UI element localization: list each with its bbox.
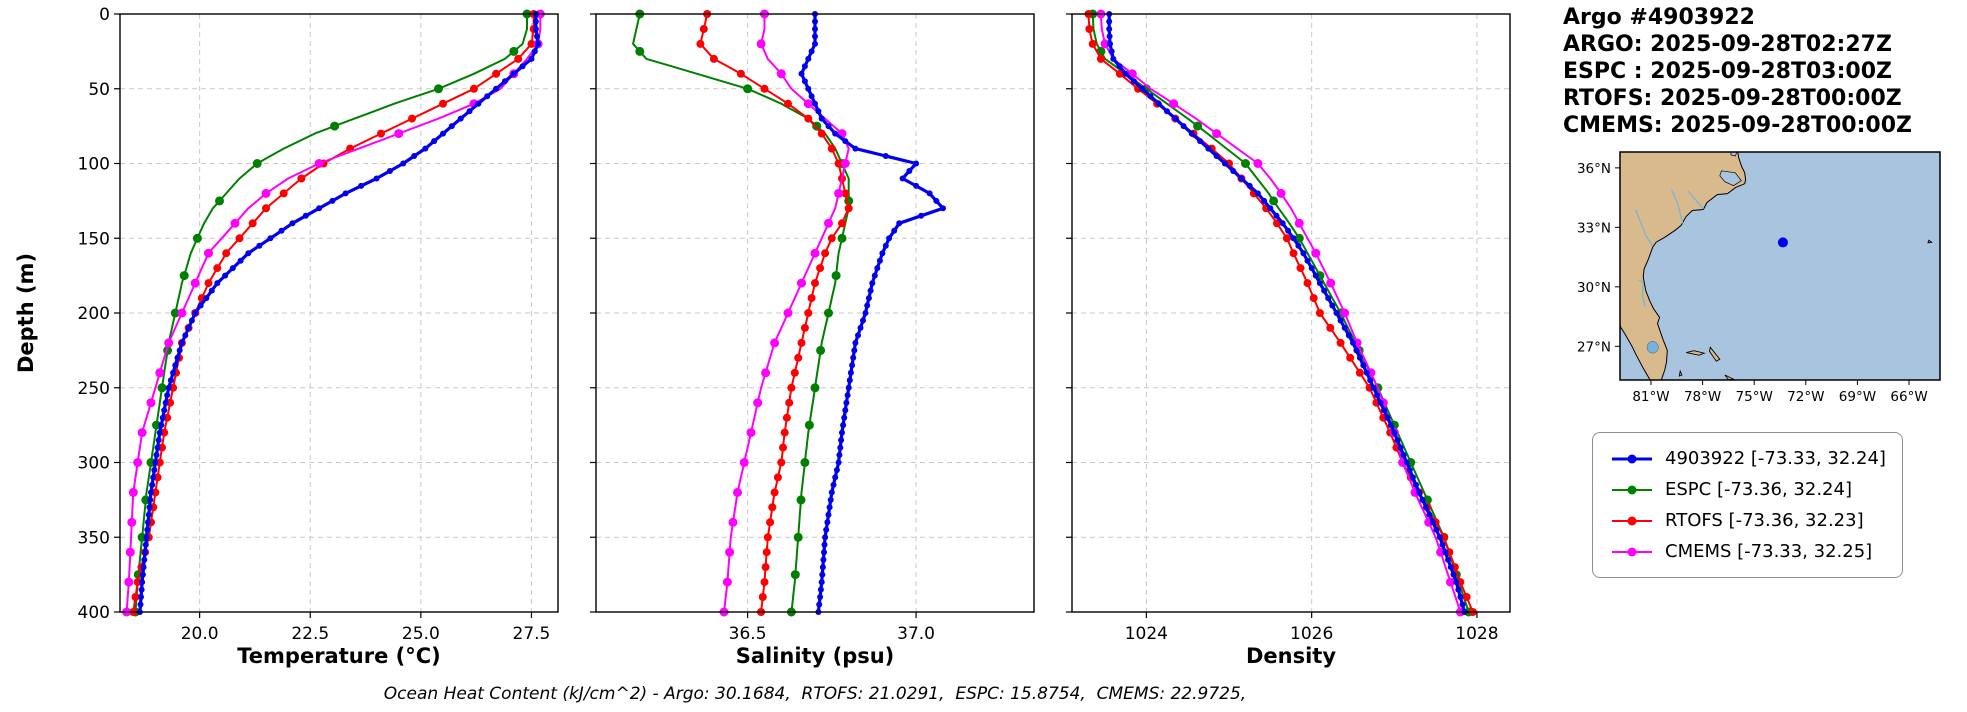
svg-text:100: 100: [78, 155, 110, 175]
svg-text:36°N: 36°N: [1577, 161, 1611, 177]
island: [1709, 346, 1721, 362]
svg-text:72°W: 72°W: [1787, 389, 1824, 405]
island: [1686, 350, 1706, 356]
svg-text:37.0: 37.0: [897, 624, 935, 644]
svg-text:75°W: 75°W: [1736, 389, 1773, 405]
svg-text:1024: 1024: [1125, 624, 1168, 644]
island: [1927, 239, 1933, 244]
river: [1634, 209, 1654, 247]
legend-marker-cmems: [1612, 547, 1652, 556]
legend-label: RTOFS [-73.36, 32.23]: [1665, 510, 1864, 531]
location-map: 81°W 78°W 75°W 72°W 69°W 66°W 36°N 33°N 30°N 27°N: [1577, 151, 1941, 405]
svg-text:250: 250: [78, 379, 110, 399]
float-position-marker: [1777, 237, 1788, 248]
legend-item-cmems: CMEMS [-73.33, 32.25]: [1609, 536, 1886, 567]
ohc-caption: Ocean Heat Content (kJ/cm^2) - Argo: 30.…: [383, 684, 1247, 704]
coastline-land: [1619, 151, 1747, 381]
density-axis-label: Density: [1245, 644, 1337, 668]
river: [1687, 190, 1704, 210]
svg-text:1026: 1026: [1290, 624, 1333, 644]
svg-text:69°W: 69°W: [1839, 389, 1876, 405]
river: [1638, 279, 1646, 307]
panel-sal: 36.5 37.0: [590, 9, 1035, 644]
svg-text:200: 200: [78, 304, 110, 324]
svg-text:20.0: 20.0: [181, 624, 219, 644]
legend-label: 4903922 [-73.33, 32.24]: [1665, 448, 1886, 469]
river: [1671, 189, 1684, 224]
legend-marker-4903922: [1612, 454, 1652, 463]
legend-label: CMEMS [-73.33, 32.25]: [1665, 541, 1873, 562]
legend-marker-rtofs: [1612, 516, 1652, 525]
figure-title: Argo #4903922: [1563, 5, 1755, 30]
temperature-axis-label: Temperature (°C): [237, 644, 441, 668]
svg-text:36.5: 36.5: [729, 624, 767, 644]
svg-text:22.5: 22.5: [291, 624, 329, 644]
legend-item-rtofs: RTOFS [-73.36, 32.23]: [1609, 505, 1886, 536]
legend: 4903922 [-73.33, 32.24] ESPC [-73.36, 32…: [1592, 432, 1903, 578]
legend-item-espc: ESPC [-73.36, 32.24]: [1609, 474, 1886, 505]
svg-text:50: 50: [88, 80, 110, 100]
svg-text:27°N: 27°N: [1577, 339, 1611, 355]
svg-text:300: 300: [78, 454, 110, 474]
depth-axis-label: Depth (m): [14, 252, 38, 374]
salinity-axis-label: Salinity (psu): [735, 644, 895, 668]
svg-text:81°W: 81°W: [1632, 389, 1669, 405]
svg-text:27.5: 27.5: [513, 624, 551, 644]
espc-time-line: ESPC : 2025-09-28T03:00Z: [1563, 59, 1892, 84]
profile-panels-canvas: 20.0 22.5 25.0 27.5 0 50 100 150 200 250 300 350 400…: [78, 5, 1511, 644]
legend-label: ESPC [-73.36, 32.24]: [1665, 479, 1852, 500]
figure-title-block: Argo #4903922 ARGO: 2025-09-28T02:27Z ES…: [1563, 4, 1912, 139]
svg-text:0: 0: [99, 5, 110, 25]
panel-temp: 20.0 22.5 25.0 27.5 0 50 100 150 200 250 300 350 400: [78, 5, 559, 644]
island: [1678, 369, 1683, 377]
svg-text:78°W: 78°W: [1684, 389, 1721, 405]
svg-text:400: 400: [78, 603, 110, 623]
svg-text:1028: 1028: [1455, 624, 1498, 644]
legend-marker-espc: [1612, 485, 1652, 494]
svg-text:33°N: 33°N: [1577, 220, 1611, 236]
panel-dens: 1024 1026 1028: [1066, 9, 1511, 644]
legend-item-4903922: 4903922 [-73.33, 32.24]: [1609, 443, 1886, 474]
argo-time-line: ARGO: 2025-09-28T02:27Z: [1563, 32, 1892, 57]
svg-text:150: 150: [78, 229, 110, 249]
svg-text:30°N: 30°N: [1577, 280, 1611, 296]
cmems-time-line: CMEMS: 2025-09-28T00:00Z: [1563, 113, 1912, 138]
map-canvas: 81°W 78°W 75°W 72°W 69°W 66°W 36°N 33°N 30°N 27°N: [1577, 151, 1941, 405]
lake-okeechobee: [1646, 341, 1659, 354]
svg-text:66°W: 66°W: [1890, 389, 1927, 405]
rtofs-time-line: RTOFS: 2025-09-28T00:00Z: [1563, 86, 1902, 111]
svg-text:350: 350: [78, 528, 110, 548]
svg-text:25.0: 25.0: [402, 624, 440, 644]
